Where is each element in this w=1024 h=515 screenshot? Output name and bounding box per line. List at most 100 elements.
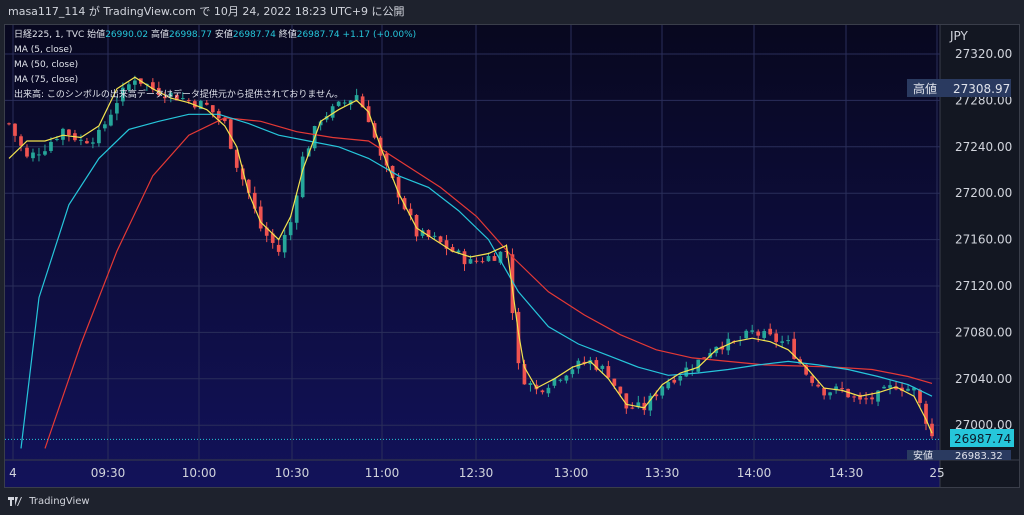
last-price-tag: 26987.74 [950, 429, 1014, 447]
candle-body [192, 101, 197, 108]
candle-body [564, 375, 569, 381]
candle-body [744, 330, 749, 339]
price-tick-label: 27000.00 [955, 418, 1012, 432]
candle-body [516, 311, 521, 364]
candle-body [690, 369, 695, 371]
time-tick-label: 13:00 [554, 466, 589, 480]
candle-body [85, 141, 89, 144]
candle-body [924, 403, 928, 424]
candle-body [360, 96, 365, 108]
candle-body [540, 390, 545, 393]
candle-body [906, 388, 910, 391]
candle-body [654, 394, 659, 397]
ma50-legend[interactable]: MA (50, close) [14, 60, 79, 70]
candle-body [420, 230, 425, 236]
candle-body [474, 260, 479, 262]
low-price-tag: 安値 26983.32 [907, 449, 1011, 462]
candle-body [366, 106, 371, 123]
tradingview-logo-icon [8, 496, 22, 506]
low-label: 安値 [214, 30, 233, 40]
candle-body [270, 233, 275, 243]
candle-body [750, 330, 755, 332]
ma5-legend[interactable]: MA (5, close) [14, 45, 73, 55]
candle-body [414, 214, 419, 237]
candle-body [786, 340, 791, 342]
open-label: 始値 [87, 30, 106, 40]
candle-body [864, 398, 868, 400]
candle-body [804, 364, 808, 375]
candle-body [822, 388, 826, 396]
candle-body [426, 230, 431, 238]
ma75-line [44, 117, 933, 449]
candle-body [660, 386, 665, 396]
candle-body [408, 208, 413, 216]
time-tick-label: 10:00 [182, 466, 217, 480]
chart-legend: 日経225, 1, TVC 始値26990.02 高値26998.77 安値26… [14, 28, 416, 103]
candle-body [672, 379, 677, 383]
high-label: 高値 [151, 30, 170, 40]
candle-body [348, 100, 353, 105]
candle-body [918, 390, 922, 403]
candle-body [258, 206, 263, 229]
candle-body [624, 393, 629, 409]
price-axis-ticks: 27000.00 27040.00 27080.00 27120.00 27160.00… [955, 47, 1012, 432]
price-chart[interactable]: 27000.00 27040.00 27080.00 27120.00 27160.00… [5, 25, 1019, 487]
candle-body [7, 123, 11, 125]
close-value: 26987.74 [296, 30, 340, 40]
candle-body [618, 386, 623, 394]
candle-body [834, 386, 838, 391]
candle-body [79, 139, 83, 141]
ma50-line [20, 113, 933, 449]
candle-body [780, 341, 785, 343]
candle-body [450, 247, 455, 252]
candle-body [384, 153, 389, 166]
candle-body [510, 254, 515, 314]
candle-body [816, 384, 820, 387]
candle-body [498, 251, 503, 263]
time-tick-label: 25 [929, 466, 944, 480]
time-tick-label: 09:30 [91, 466, 126, 480]
candle-body [282, 234, 287, 253]
candle-body [180, 98, 185, 100]
candle-body [678, 376, 683, 381]
symbol-label: 日経225, 1, TVC [14, 30, 85, 40]
candle-body [168, 92, 173, 97]
candle-body [127, 84, 131, 90]
candle-body [462, 251, 467, 265]
candle-body [642, 402, 647, 411]
candle-body [528, 383, 533, 385]
candle-body [162, 96, 167, 99]
candle-body [630, 407, 635, 409]
high-value: 26998.77 [169, 30, 212, 40]
candle-body [468, 259, 473, 264]
grid-lines [5, 25, 940, 460]
candle-body [103, 124, 107, 129]
candle-body [330, 106, 335, 118]
candle-body [684, 367, 689, 377]
candle-body [222, 117, 227, 122]
candle-body [43, 151, 47, 155]
candle-body [318, 121, 323, 126]
candle-body [61, 128, 65, 140]
candle-body [438, 236, 443, 243]
candle-body [444, 240, 449, 249]
publish-header: masa117_114 が TradingView.com で 10月 24, … [0, 0, 1024, 24]
candle-body [846, 388, 850, 398]
candle-body [67, 129, 71, 135]
volume-note: 出来高: このシンボルの出来高データはデータ提供元から提供されておりません。 [14, 90, 344, 100]
price-tick-label: 27160.00 [955, 233, 1012, 247]
candle-body [133, 80, 137, 85]
ma75-legend[interactable]: MA (75, close) [14, 75, 79, 85]
price-tick-label: 27320.00 [955, 47, 1012, 61]
candle-body [930, 423, 934, 437]
price-tick-label: 27120.00 [955, 279, 1012, 293]
candle-body [876, 390, 880, 402]
candle-body [174, 94, 179, 101]
time-axis-ticks: 4 09:30 10:00 10:30 11:00 12:30 13:00 13:30 14:0… [9, 466, 944, 480]
candle-body [552, 378, 557, 386]
time-tick-label: 13:30 [645, 466, 680, 480]
candle-body [768, 328, 773, 335]
footer-branding: TradingView [0, 488, 1024, 515]
low-value: 26987.74 [232, 30, 276, 40]
svg-text:安値: 安値 [913, 449, 933, 462]
